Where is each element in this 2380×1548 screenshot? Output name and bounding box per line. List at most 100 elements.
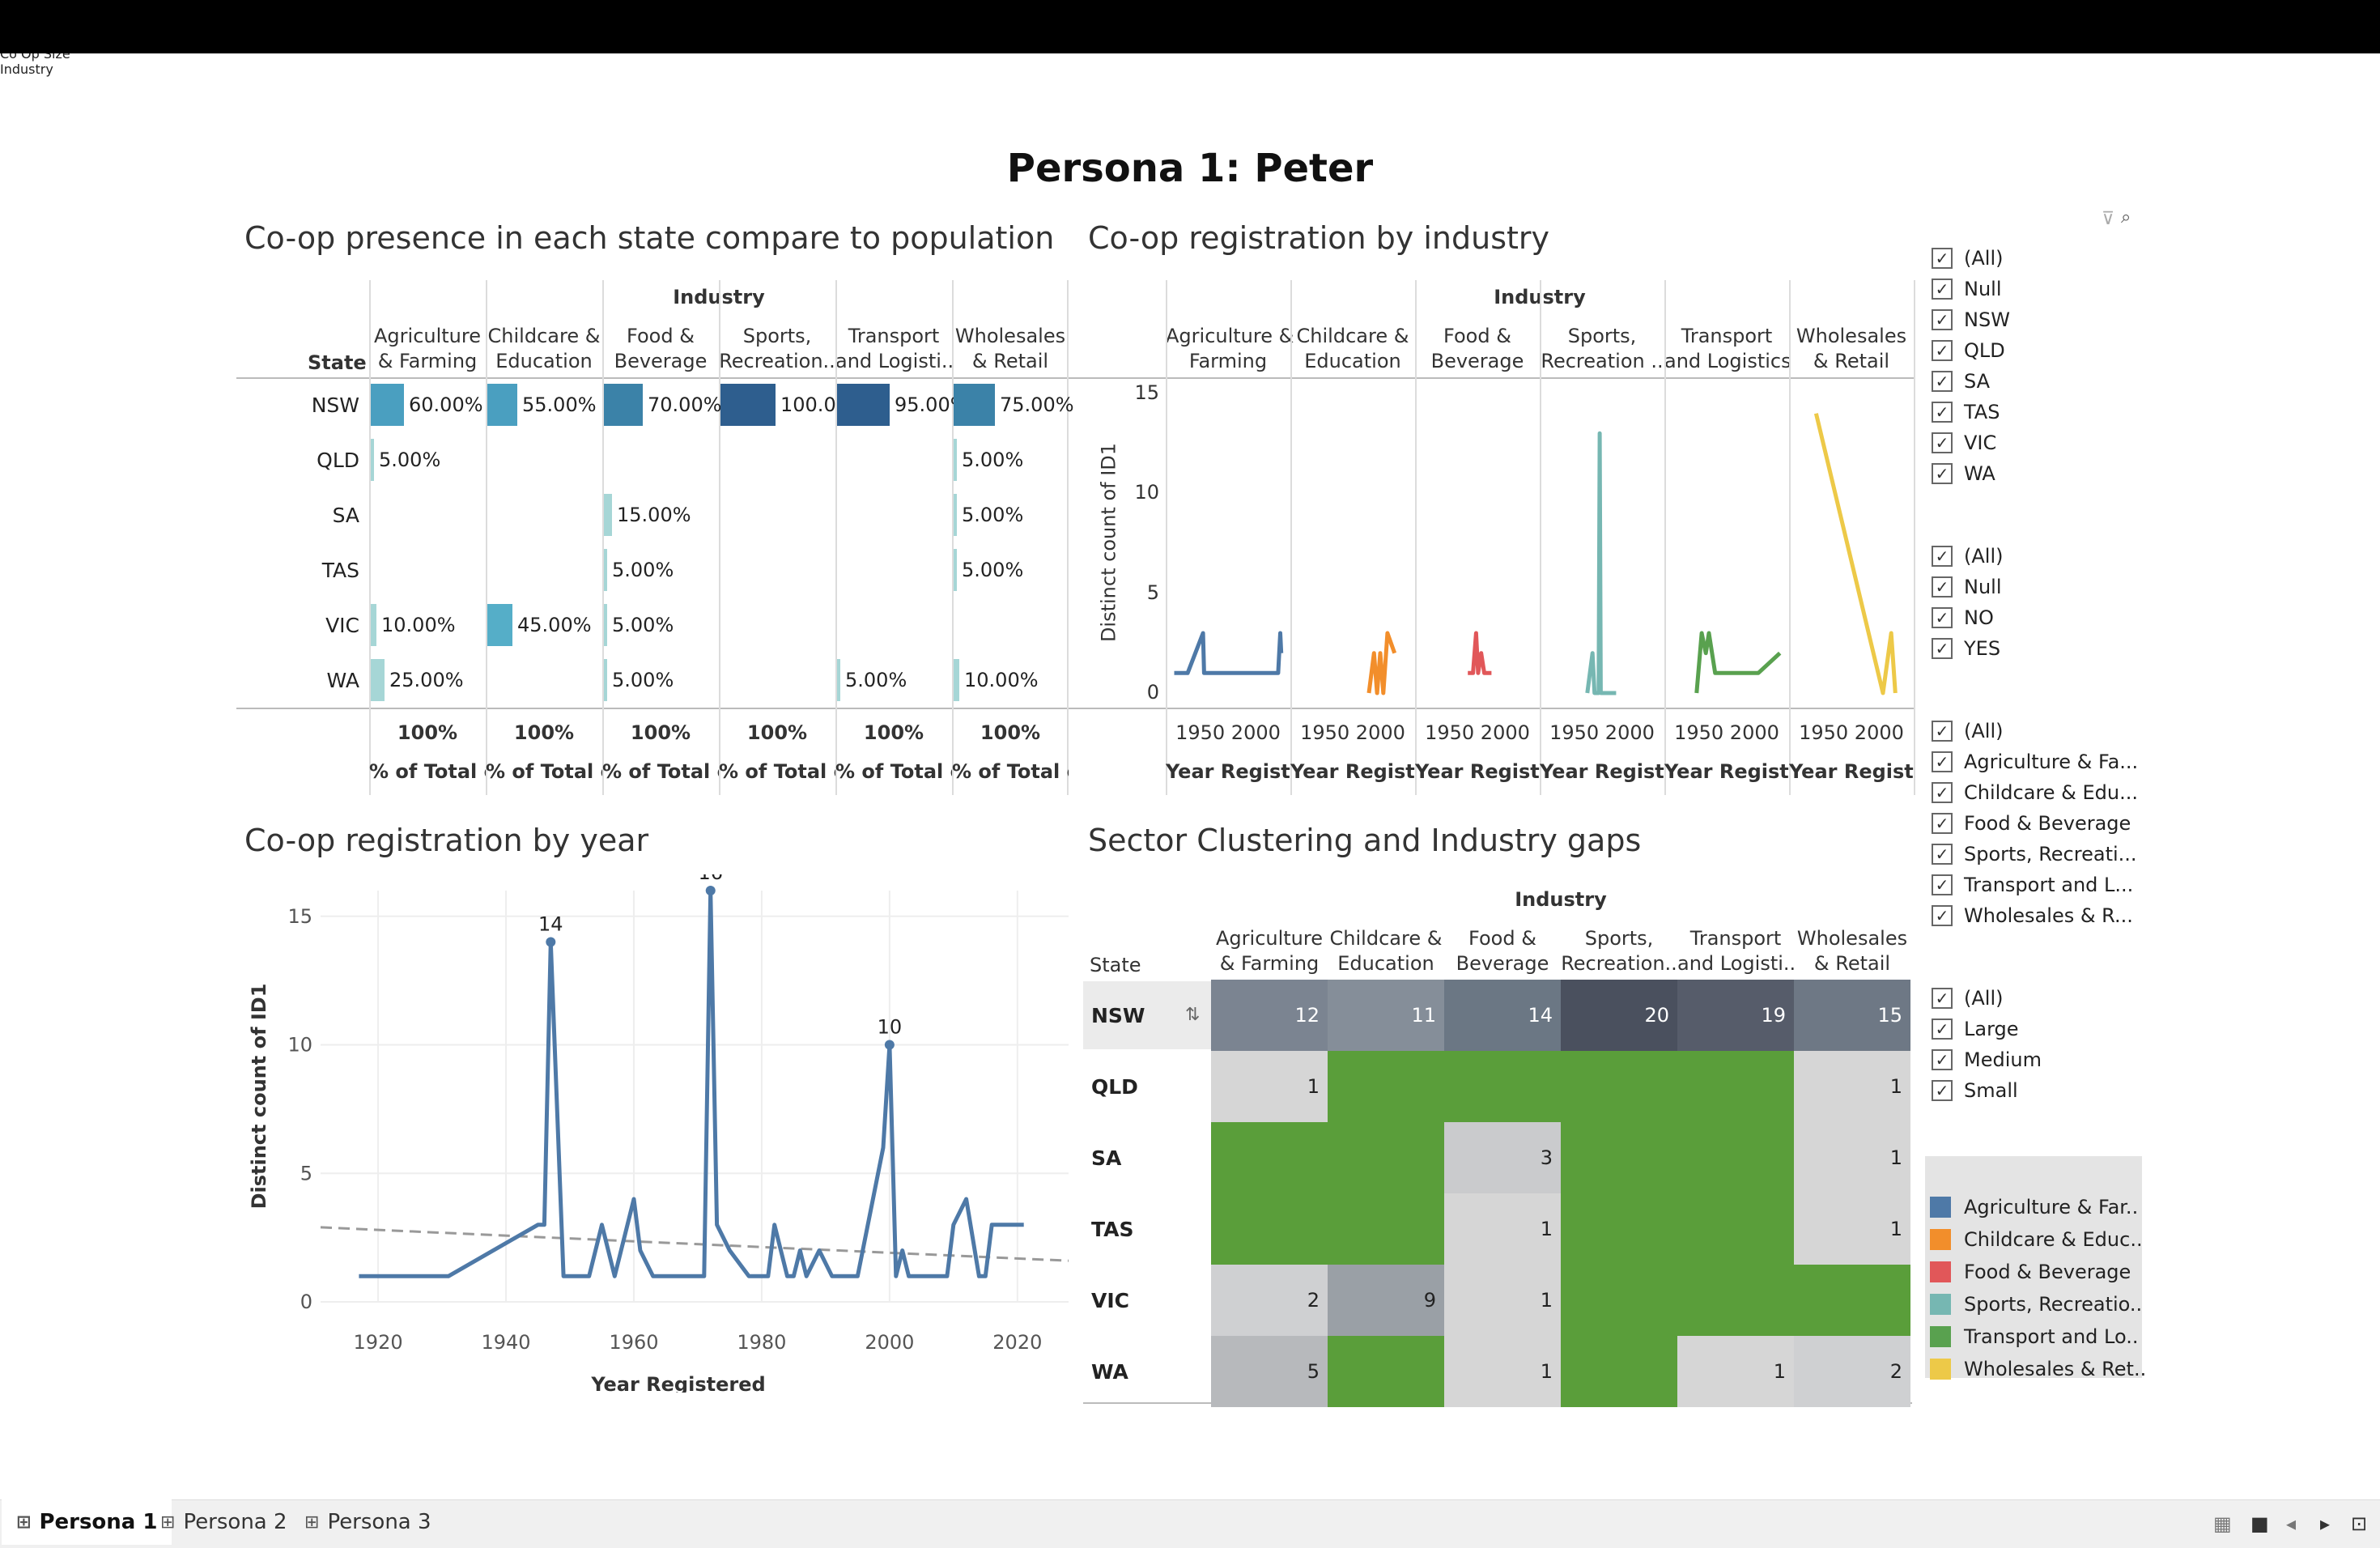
sort-icon[interactable]: ⇅ <box>1185 1005 1201 1025</box>
filter-checkbox-federation[interactable]: ✓ YES <box>1932 635 2000 662</box>
present-icon[interactable]: ⊡ <box>2351 1512 2368 1535</box>
presence-bar[interactable] <box>371 659 385 701</box>
presence-bar[interactable] <box>604 384 643 426</box>
presence-bar[interactable] <box>604 659 607 701</box>
checkbox-icon[interactable]: ✓ <box>1932 340 1953 361</box>
heatmap-cell[interactable]: 2 <box>1211 1265 1328 1336</box>
checkbox-icon[interactable]: ✓ <box>1932 905 1953 926</box>
grid-view-icon[interactable]: ▦ <box>2213 1512 2232 1535</box>
filter-checkbox-size[interactable]: ✓ Medium <box>1932 1046 2042 1074</box>
filter-checkbox-state[interactable]: ✓ WA <box>1932 460 1995 487</box>
presence-bar[interactable] <box>954 439 957 481</box>
presence-bar[interactable] <box>837 384 890 426</box>
checkbox-icon[interactable]: ✓ <box>1932 432 1953 453</box>
heatmap-cell[interactable]: 1 <box>1794 1193 1910 1265</box>
presence-bar[interactable] <box>604 549 607 591</box>
presence-bar[interactable] <box>371 439 374 481</box>
filter-checkbox-state[interactable]: ✓ Null <box>1932 275 2002 303</box>
filter-checkbox-industry[interactable]: ✓ Agriculture & Fa... <box>1932 748 2138 776</box>
checkbox-icon[interactable]: ✓ <box>1932 638 1953 659</box>
filter-checkbox-industry[interactable]: ✓ Wholesales & R... <box>1932 902 2133 929</box>
checkbox-icon[interactable]: ✓ <box>1932 1019 1953 1040</box>
heatmap-cell[interactable]: 3 <box>1444 1122 1561 1193</box>
checkbox-icon[interactable]: ✓ <box>1932 463 1953 484</box>
heatmap-cell[interactable] <box>1328 1336 1444 1407</box>
legend-item[interactable]: Food & Beverage <box>1930 1257 2131 1287</box>
heatmap-cell[interactable] <box>1328 1122 1444 1193</box>
checkbox-icon[interactable]: ✓ <box>1932 874 1953 895</box>
heatmap-cell[interactable]: 1 <box>1444 1265 1561 1336</box>
year-series-line[interactable] <box>359 888 1024 1278</box>
legend-item[interactable]: Wholesales & Ret.. <box>1930 1354 2146 1384</box>
heatmap-cell[interactable] <box>1211 1122 1328 1193</box>
peak-marker[interactable] <box>546 937 556 947</box>
industry-series-line[interactable] <box>1585 431 1617 695</box>
filter-checkbox-size[interactable]: ✓ Small <box>1932 1077 2018 1104</box>
heatmap-cell[interactable]: 1 <box>1444 1336 1561 1407</box>
industry-series-line[interactable] <box>1366 631 1397 695</box>
heatmap-cell[interactable]: 15 <box>1794 980 1910 1051</box>
checkbox-icon[interactable]: ✓ <box>1932 1080 1953 1101</box>
filter-checkbox-federation[interactable]: ✓ (All) <box>1932 542 2003 570</box>
legend-item[interactable]: Agriculture & Far.. <box>1930 1192 2138 1223</box>
heatmap-cell[interactable] <box>1677 1193 1794 1265</box>
heatmap-cell[interactable]: 9 <box>1328 1265 1444 1336</box>
next-icon[interactable]: ▸ <box>2320 1512 2331 1535</box>
full-view-icon[interactable]: ■ <box>2250 1512 2269 1535</box>
filter-checkbox-state[interactable]: ✓ QLD <box>1932 337 2005 364</box>
legend-item[interactable]: Transport and Lo.. <box>1930 1321 2139 1352</box>
presence-bar[interactable] <box>954 384 995 426</box>
presence-bar[interactable] <box>954 494 957 536</box>
heatmap-cell[interactable]: 11 <box>1328 980 1444 1051</box>
legend-item[interactable]: Childcare & Educ.. <box>1930 1224 2143 1255</box>
search-icon[interactable]: ⌕ <box>2121 207 2131 228</box>
presence-bar[interactable] <box>371 384 404 426</box>
presence-bar[interactable] <box>487 604 512 646</box>
checkbox-icon[interactable]: ✓ <box>1932 844 1953 865</box>
checkbox-icon[interactable]: ✓ <box>1932 751 1953 772</box>
tab-persona-2[interactable]: ⊞ Persona 2 <box>146 1499 302 1545</box>
industry-series-line[interactable] <box>1468 631 1492 675</box>
presence-bar[interactable] <box>487 384 517 426</box>
industry-series-line[interactable] <box>1694 631 1782 694</box>
filter-checkbox-state[interactable]: ✓ VIC <box>1932 429 1996 457</box>
filter-checkbox-industry[interactable]: ✓ Food & Beverage <box>1932 810 2131 837</box>
peak-marker[interactable] <box>705 886 716 895</box>
checkbox-icon[interactable]: ✓ <box>1932 813 1953 834</box>
heatmap-cell[interactable] <box>1561 1265 1677 1336</box>
heatmap-cell[interactable] <box>1677 1122 1794 1193</box>
filter-checkbox-state[interactable]: ✓ NSW <box>1932 306 2010 334</box>
filter-checkbox-industry[interactable]: ✓ Childcare & Edu... <box>1932 779 2138 806</box>
heatmap-cell[interactable]: 1 <box>1444 1193 1561 1265</box>
presence-bar[interactable] <box>720 384 776 426</box>
checkbox-icon[interactable]: ✓ <box>1932 248 1953 269</box>
heatmap-cell[interactable]: 2 <box>1794 1336 1910 1407</box>
heatmap-cell[interactable]: 1 <box>1211 1051 1328 1122</box>
presence-bar[interactable] <box>604 604 607 646</box>
heatmap-cell[interactable]: 14 <box>1444 980 1561 1051</box>
heatmap-cell[interactable] <box>1677 1265 1794 1336</box>
heatmap-cell[interactable] <box>1211 1193 1328 1265</box>
heatmap-cell[interactable]: 20 <box>1561 980 1677 1051</box>
filter-checkbox-industry[interactable]: ✓ Transport and L... <box>1932 871 2133 899</box>
tab-persona-1[interactable]: ⊞ Persona 1 <box>2 1499 172 1545</box>
presence-bar[interactable] <box>954 549 957 591</box>
checkbox-icon[interactable]: ✓ <box>1932 1049 1953 1070</box>
heatmap-cell[interactable] <box>1328 1051 1444 1122</box>
heatmap-cell[interactable] <box>1561 1193 1677 1265</box>
checkbox-icon[interactable]: ✓ <box>1932 607 1953 628</box>
filter-checkbox-federation[interactable]: ✓ NO <box>1932 604 1994 632</box>
filter-checkbox-industry[interactable]: ✓ (All) <box>1932 717 2003 745</box>
filter-checkbox-state[interactable]: ✓ TAS <box>1932 398 2000 426</box>
heatmap-cell[interactable] <box>1677 1051 1794 1122</box>
funnel-icon[interactable]: ⊽ <box>2102 209 2115 229</box>
prev-icon[interactable]: ◂ <box>2286 1512 2297 1535</box>
heatmap-cell[interactable]: 1 <box>1794 1122 1910 1193</box>
filter-checkbox-size[interactable]: ✓ (All) <box>1932 985 2003 1012</box>
checkbox-icon[interactable]: ✓ <box>1932 721 1953 742</box>
checkbox-icon[interactable]: ✓ <box>1932 309 1953 330</box>
filter-checkbox-size[interactable]: ✓ Large <box>1932 1015 2019 1043</box>
peak-marker[interactable] <box>884 1040 895 1050</box>
presence-bar[interactable] <box>837 659 840 701</box>
presence-bar[interactable] <box>371 604 376 646</box>
